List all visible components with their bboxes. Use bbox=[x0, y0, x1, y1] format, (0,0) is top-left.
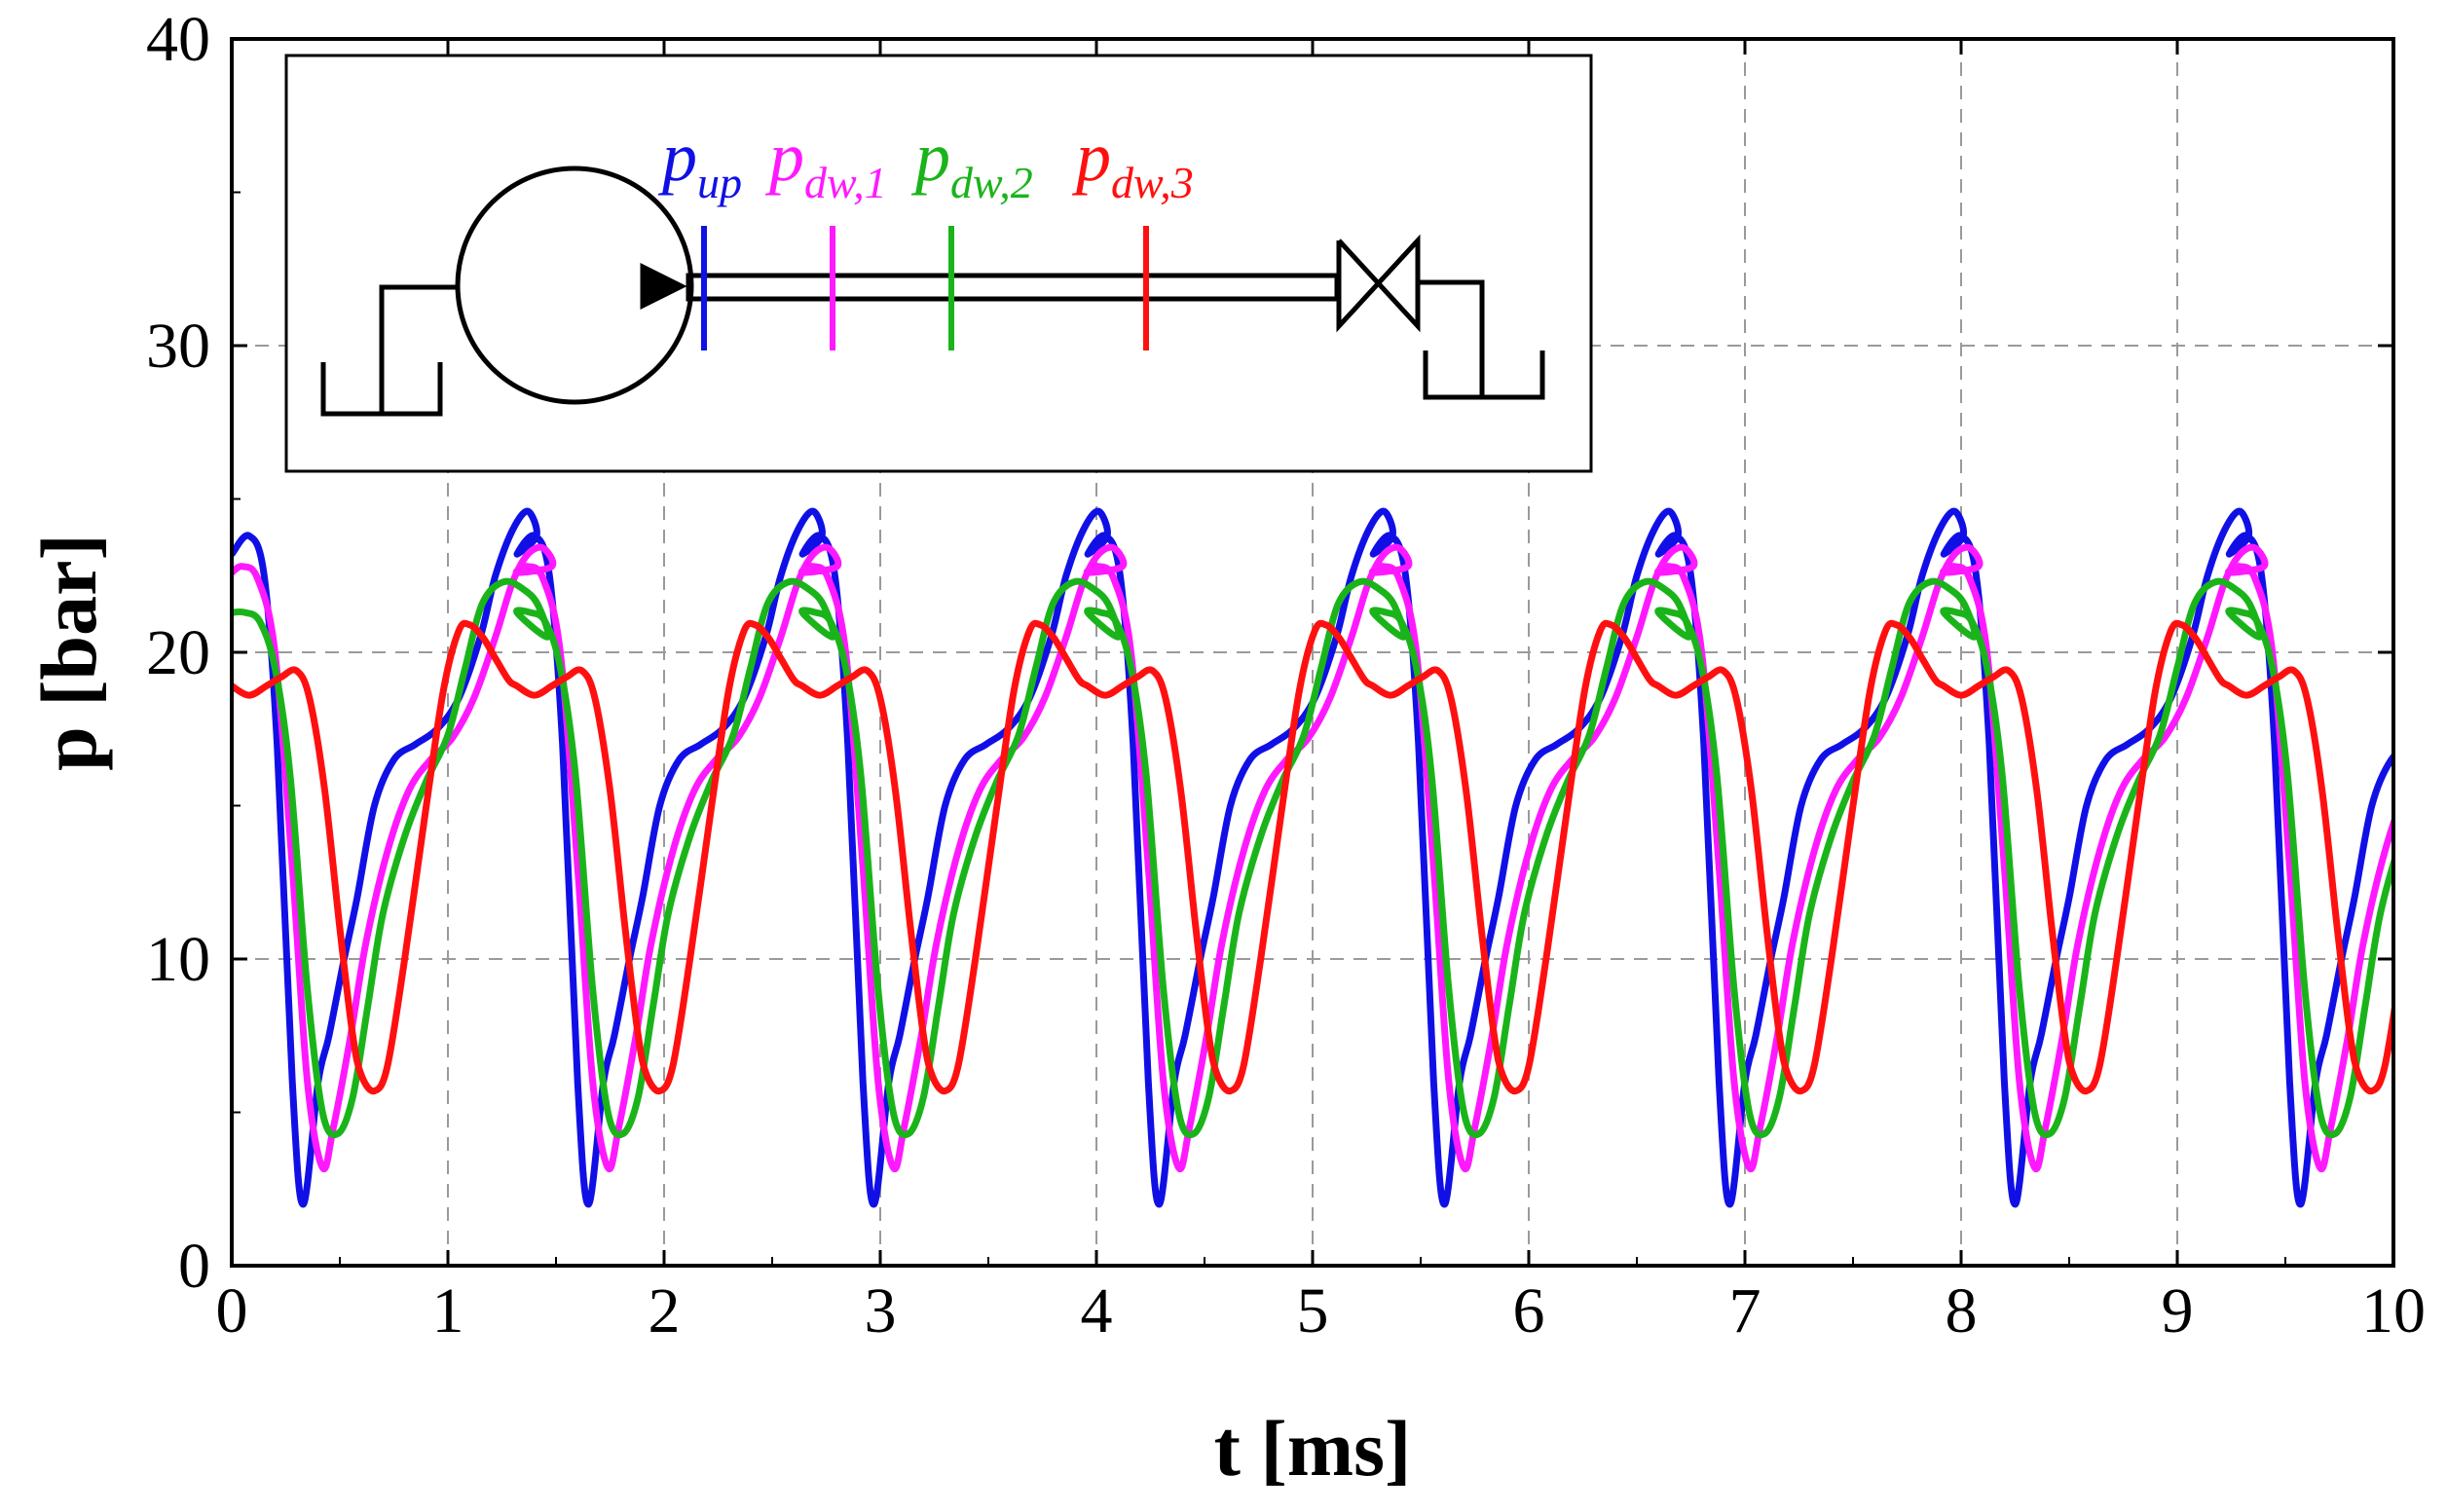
y-tick-label: 40 bbox=[146, 4, 210, 75]
legend-main: p bbox=[764, 118, 804, 196]
pump-schematic bbox=[320, 166, 1545, 417]
pump-arrow-icon bbox=[640, 262, 687, 311]
right-tank-icon bbox=[1423, 350, 1545, 400]
x-tick-label: 10 bbox=[2361, 1275, 2426, 1346]
x-tick-label: 3 bbox=[865, 1275, 897, 1346]
left-tank-line bbox=[379, 284, 458, 414]
legend-p-up: pup bbox=[657, 118, 742, 207]
inset-legend: pup pdw,1 pdw,2 pdw,3 bbox=[284, 54, 1593, 473]
legend-main: p bbox=[910, 118, 950, 196]
series-line-p-dw-2 bbox=[232, 577, 2393, 1139]
legend-p-dw2: pdw,2 bbox=[910, 118, 1033, 207]
y-tick-label: 0 bbox=[178, 1231, 210, 1302]
pump-icon bbox=[455, 166, 694, 405]
legend-sub: dw,2 bbox=[950, 158, 1033, 207]
legend-p-dw3: pdw,3 bbox=[1071, 118, 1194, 207]
x-tick-label: 1 bbox=[432, 1275, 464, 1346]
legend-sub: dw,3 bbox=[1111, 158, 1194, 207]
legend-sub: dw,1 bbox=[804, 158, 887, 207]
y-axis-label: p [bar] bbox=[24, 534, 113, 771]
series-line-p-up bbox=[232, 507, 2393, 1208]
inset-box bbox=[284, 54, 1593, 473]
y-tick-label: 30 bbox=[146, 311, 210, 382]
legend-sub: up bbox=[697, 158, 742, 207]
x-tick-label: 4 bbox=[1081, 1275, 1113, 1346]
series-layer bbox=[232, 507, 2393, 1208]
x-tick-label: 8 bbox=[1946, 1275, 1978, 1346]
x-tick-label: 5 bbox=[1297, 1275, 1329, 1346]
series-line-p-dw-3 bbox=[232, 619, 2393, 1095]
right-tank-line bbox=[1418, 279, 1485, 397]
legend-p-dw1: pdw,1 bbox=[764, 118, 887, 207]
tick-labels: 0 1 2 3 4 5 6 7 8 9 10 0 10 20 30 40 bbox=[146, 4, 2426, 1346]
legend-main: p bbox=[1071, 118, 1111, 196]
x-tick-label: 0 bbox=[216, 1275, 248, 1346]
y-tick-label: 20 bbox=[146, 617, 210, 688]
series-line-p-dw-1 bbox=[232, 543, 2393, 1173]
x-tick-label: 7 bbox=[1729, 1275, 1761, 1346]
axis-ticks bbox=[230, 37, 2395, 1268]
x-tick-label: 2 bbox=[649, 1275, 681, 1346]
x-tick-label: 9 bbox=[2162, 1275, 2194, 1346]
valve-icon bbox=[1336, 234, 1421, 333]
legend-main: p bbox=[657, 118, 697, 196]
pipe-markers bbox=[701, 226, 1149, 350]
left-tank-icon bbox=[320, 362, 443, 417]
y-tick-label: 10 bbox=[146, 924, 210, 995]
x-tick-label: 6 bbox=[1513, 1275, 1545, 1346]
x-axis-label: t [ms] bbox=[1214, 1404, 1412, 1493]
